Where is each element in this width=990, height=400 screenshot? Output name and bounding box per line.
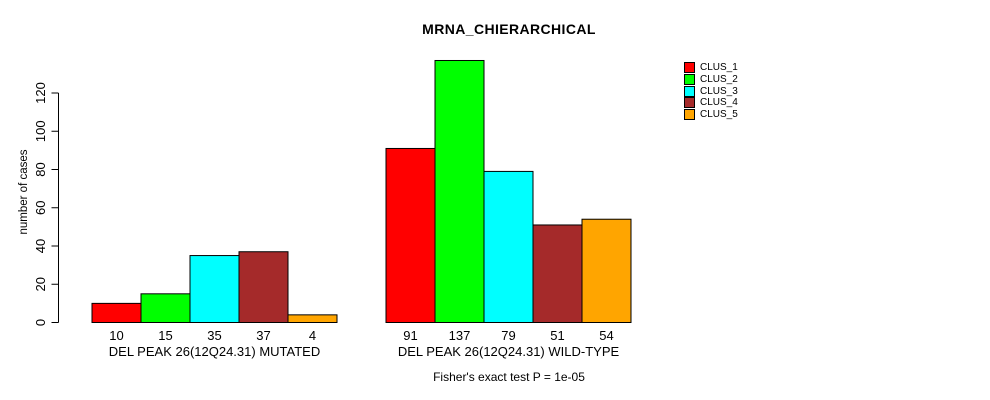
legend: CLUS_1 CLUS_2 CLUS_3 CLUS_4 CLUS_5 [684, 62, 738, 121]
bar-value-label: 10 [109, 328, 123, 343]
bar-clus_3-group1 [189, 255, 240, 323]
bar-clus_1-group1 [91, 302, 142, 323]
bar-value-label: 37 [256, 328, 270, 343]
bar-value-label: 15 [158, 328, 172, 343]
y-axis-label: number of cases [18, 149, 30, 234]
y-tick-label: 100 [33, 120, 48, 142]
bar-value-label: 4 [309, 328, 316, 343]
legend-row-clus_5: CLUS_5 [684, 109, 738, 121]
legend-swatch-clus_2 [684, 74, 695, 86]
bar-clus_2-group2 [434, 59, 485, 324]
y-tick-label: 40 [33, 239, 48, 253]
legend-label-clus_3: CLUS_3 [700, 85, 738, 97]
legend-label-clus_4: CLUS_4 [700, 97, 738, 109]
y-tick-label: 0 [33, 319, 48, 326]
bar-value-label: 51 [550, 328, 564, 343]
legend-swatch-clus_1 [684, 62, 695, 74]
legend-swatch-clus_4 [684, 97, 695, 109]
bar-clus_5-group2 [581, 218, 632, 324]
bar-clus_4-group1 [238, 251, 289, 323]
legend-label-clus_5: CLUS_5 [700, 109, 738, 121]
legend-label-clus_2: CLUS_2 [700, 74, 738, 86]
bar-value-label: 35 [207, 328, 221, 343]
y-tick-label: 20 [33, 277, 48, 291]
bar-clus_4-group2 [532, 224, 583, 323]
bar-clus_3-group2 [483, 170, 534, 323]
legend-row-clus_4: CLUS_4 [684, 97, 738, 109]
y-tick-label: 120 [33, 82, 48, 104]
legend-row-clus_1: CLUS_1 [684, 62, 738, 74]
bar-clus_5-group1 [287, 314, 338, 324]
legend-label-clus_1: CLUS_1 [700, 62, 738, 74]
fisher-test-annotation: Fisher's exact test P = 1e-05 [433, 370, 585, 384]
chart-title: MRNA_CHIERARCHICAL [422, 21, 596, 37]
bar-clus_2-group1 [140, 293, 191, 323]
y-tick-label: 80 [33, 162, 48, 176]
group-label: DEL PEAK 26(12Q24.31) WILD-TYPE [398, 344, 620, 359]
bar-value-label: 91 [403, 328, 417, 343]
legend-row-clus_2: CLUS_2 [684, 74, 738, 86]
y-tick-label: 60 [33, 201, 48, 215]
bar-value-label: 54 [599, 328, 613, 343]
legend-swatch-clus_5 [684, 109, 695, 121]
bar-clus_1-group2 [385, 147, 436, 323]
bar-value-label: 137 [449, 328, 471, 343]
legend-swatch-clus_3 [684, 85, 695, 97]
bar-value-label: 79 [501, 328, 515, 343]
group-label: DEL PEAK 26(12Q24.31) MUTATED [109, 344, 320, 359]
legend-row-clus_3: CLUS_3 [684, 85, 738, 97]
